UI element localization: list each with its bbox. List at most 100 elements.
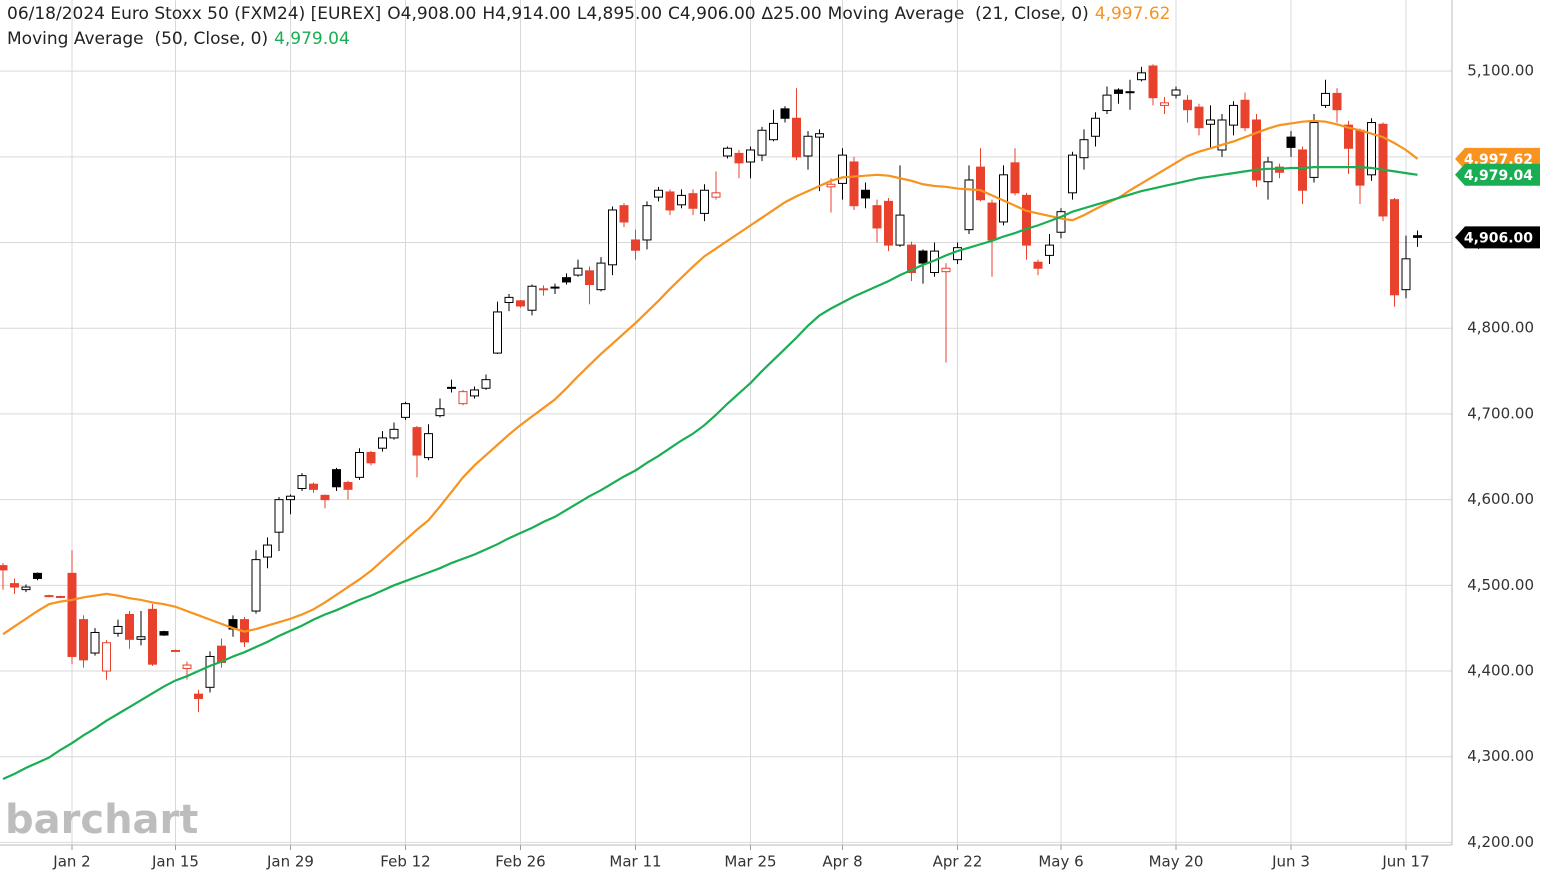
candle-body <box>1367 122 1376 176</box>
candle-body <box>481 379 491 389</box>
candle-body <box>815 133 824 138</box>
moving-average-line <box>2 119 1419 636</box>
candle-body <box>895 214 905 246</box>
candle-body <box>1206 119 1215 125</box>
x-tick-label: Jan 15 <box>151 853 199 871</box>
candle-body <box>631 239 640 251</box>
candle-body <box>1355 129 1365 186</box>
y-tick-label: 4,500.00 <box>1467 576 1534 594</box>
x-tick-label: Feb 12 <box>380 853 430 871</box>
y-tick-label: 4,800.00 <box>1467 319 1534 337</box>
candle-body <box>320 494 330 501</box>
candle-body <box>1148 65 1158 99</box>
candle-body <box>1332 92 1342 111</box>
candle-body <box>1240 99 1250 129</box>
candle-body <box>1321 92 1330 106</box>
candle-body <box>861 189 870 199</box>
candle-body <box>493 311 502 354</box>
candle-body <box>688 193 698 209</box>
candle-body <box>585 270 594 286</box>
candle-body <box>746 149 755 163</box>
candle-body <box>251 559 261 612</box>
candle-body <box>769 122 778 141</box>
candle-body <box>10 583 19 588</box>
candle-body <box>550 286 560 289</box>
candle-body <box>33 572 42 579</box>
candle-body <box>435 408 445 417</box>
candle-body <box>700 189 709 214</box>
candle-body <box>1263 161 1273 183</box>
candle-body <box>412 427 422 456</box>
candle-body <box>654 189 663 198</box>
x-tick-label: Feb 26 <box>495 853 545 871</box>
x-tick-label: May 6 <box>1038 853 1083 871</box>
candle-body <box>470 389 479 397</box>
candle-body <box>1091 117 1100 137</box>
y-tick-label: 4,400.00 <box>1467 662 1534 680</box>
candle-body <box>79 619 88 661</box>
x-tick-label: Jan 2 <box>52 853 90 871</box>
candle-body <box>573 267 583 276</box>
candle-body <box>458 391 468 405</box>
price-tag <box>1455 163 1540 186</box>
candle-body <box>792 117 801 158</box>
candle-body <box>286 495 295 501</box>
candle-body <box>849 161 859 207</box>
candle-body <box>194 693 203 699</box>
candle-body <box>447 386 456 389</box>
candle-body <box>976 166 985 201</box>
candle-body <box>1033 261 1043 269</box>
candle-body <box>907 244 916 274</box>
candle-body <box>389 428 399 439</box>
candle-body <box>826 183 836 188</box>
candle-body <box>539 288 548 291</box>
candle-body <box>401 403 410 418</box>
header-line: 06/18/2024 Euro Stoxx 50 (FXM24) [EUREX]… <box>7 4 1176 24</box>
candle-body <box>44 595 54 598</box>
x-tick-label: Jun 3 <box>1271 853 1310 871</box>
candle-body <box>366 451 376 464</box>
candle-body <box>332 469 341 488</box>
candle-body <box>205 655 215 688</box>
candle-body <box>941 267 951 273</box>
candle-body <box>21 586 31 591</box>
candle-body <box>1125 91 1135 94</box>
title: 06/18/2024 Euro Stoxx 50 (FXM24) [EUREX] <box>7 4 382 24</box>
candle-body <box>527 285 537 311</box>
candle-body <box>1160 102 1169 106</box>
candle-body <box>343 481 353 490</box>
candle-body <box>56 595 65 598</box>
x-tick-label: Jan 29 <box>266 853 314 871</box>
price-tag-label: 4,906.00 <box>1464 230 1533 246</box>
open-label: O4,908.00 <box>387 4 477 24</box>
candle-body <box>424 433 433 459</box>
change-label: ∆25.00 <box>761 4 822 24</box>
header-line: Moving Average (50, Close, 0) 4,979.04 <box>7 29 356 49</box>
candle-body <box>677 194 686 206</box>
watermark: barchart <box>5 797 198 843</box>
candle-body <box>1079 139 1089 159</box>
candle-body <box>0 565 8 571</box>
candle-body <box>608 209 617 266</box>
high-label: H4,914.00 <box>482 4 571 24</box>
candle-body <box>113 625 123 634</box>
candle-body <box>884 200 893 246</box>
candle-body <box>1252 119 1261 181</box>
legend-name: Moving Average (21, Close, 0) <box>827 4 1089 24</box>
candle-body <box>1102 94 1112 112</box>
candle-body <box>1056 211 1066 233</box>
x-tick-label: Apr 22 <box>933 853 983 871</box>
candle-body <box>1401 258 1411 291</box>
candle-body <box>619 205 629 223</box>
candle-body <box>297 475 307 489</box>
price-tag-label: 4,979.04 <box>1464 168 1533 184</box>
price-tag <box>1455 226 1540 249</box>
legend-value: 4,997.62 <box>1094 4 1171 24</box>
candle-body <box>1217 119 1227 151</box>
candle-body <box>125 613 134 640</box>
candle-body <box>1309 122 1319 178</box>
legend-name: Moving Average (50, Close, 0) <box>7 29 269 49</box>
candle-body <box>872 205 882 229</box>
